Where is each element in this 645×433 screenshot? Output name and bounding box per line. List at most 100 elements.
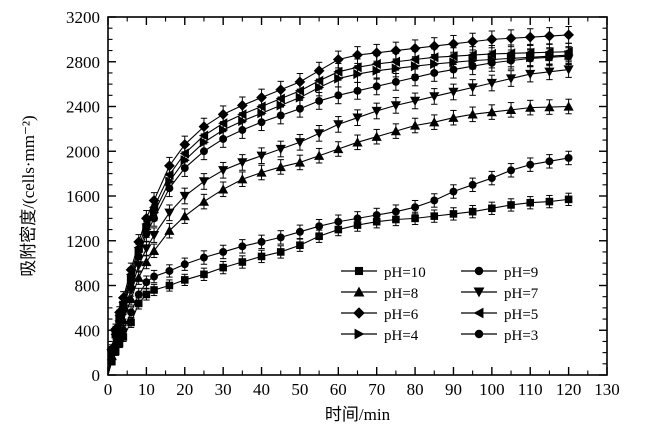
- data-point-marker: [486, 78, 497, 89]
- data-point-marker: [314, 129, 325, 139]
- legend-item-pH-7[interactable]: pH=7: [461, 286, 539, 302]
- data-point-marker: [473, 287, 485, 298]
- data-point-marker: [486, 107, 497, 117]
- data-point-marker: [473, 307, 484, 319]
- data-point-marker: [468, 180, 477, 189]
- y-tick-label: 3200: [66, 8, 100, 27]
- data-point-marker: [507, 56, 515, 65]
- data-point-marker: [165, 281, 174, 290]
- data-point-marker: [390, 126, 401, 136]
- data-point-marker: [219, 263, 227, 272]
- data-point-marker: [371, 106, 382, 117]
- data-point-marker: [410, 96, 421, 106]
- legend-item-pH-10[interactable]: pH=10: [341, 265, 426, 281]
- data-point-marker: [430, 212, 439, 220]
- data-point-marker: [200, 270, 208, 279]
- data-point-marker: [219, 247, 228, 256]
- y-tick-label: 1600: [66, 187, 100, 206]
- data-point-marker: [198, 121, 210, 133]
- data-point-marker: [526, 160, 535, 169]
- data-point-marker: [392, 215, 400, 224]
- data-point-marker: [275, 144, 286, 155]
- data-point-marker: [276, 233, 285, 242]
- data-point-marker: [218, 166, 229, 176]
- data-point-marker: [411, 73, 420, 82]
- data-point-marker: [544, 30, 555, 42]
- data-point-marker: [115, 316, 124, 325]
- data-point-marker: [134, 299, 143, 308]
- data-point-marker: [544, 67, 555, 77]
- x-tick-label: 120: [556, 380, 582, 399]
- x-tick-label: 50: [291, 380, 308, 399]
- data-point-marker: [448, 38, 459, 50]
- data-point-marker: [256, 151, 267, 161]
- data-point-marker: [391, 207, 400, 216]
- data-point-marker: [164, 225, 175, 235]
- data-point-marker: [333, 120, 344, 130]
- legend-item-pH-9[interactable]: pH=9: [461, 265, 538, 281]
- data-point-marker: [238, 126, 247, 134]
- data-point-marker: [133, 272, 144, 282]
- data-point-marker: [238, 258, 247, 266]
- legend-label: pH=10: [384, 265, 426, 281]
- y-tick-label: 2800: [66, 53, 100, 72]
- data-point-marker: [448, 112, 459, 122]
- data-point-marker: [150, 286, 158, 294]
- series-pH-8: [106, 98, 574, 376]
- data-point-marker: [390, 101, 401, 111]
- y-tick-label: 2400: [66, 98, 100, 117]
- data-point-marker: [474, 266, 484, 276]
- data-point-marker: [165, 267, 174, 275]
- data-point-marker: [198, 177, 210, 187]
- legend-item-pH-6[interactable]: pH=6: [341, 307, 419, 323]
- data-point-marker: [564, 154, 573, 162]
- data-point-marker: [430, 196, 439, 205]
- legend-item-pH-5[interactable]: pH=5: [461, 307, 538, 323]
- data-point-marker: [429, 117, 440, 127]
- data-point-marker: [127, 308, 135, 317]
- data-point-marker: [429, 92, 440, 102]
- data-point-marker: [134, 290, 143, 299]
- data-point-marker: [505, 32, 517, 44]
- data-point-marker: [448, 87, 459, 98]
- legend-label: pH=6: [384, 307, 419, 323]
- data-point-marker: [148, 245, 160, 255]
- data-point-marker: [487, 174, 496, 183]
- data-point-marker: [294, 157, 305, 167]
- data-point-marker: [180, 260, 189, 269]
- data-point-marker: [198, 196, 210, 206]
- legend-label: pH=3: [504, 328, 538, 344]
- data-point-marker: [275, 161, 286, 172]
- data-point-marker: [468, 62, 477, 71]
- data-point-marker: [354, 328, 365, 340]
- data-point-marker: [276, 100, 286, 111]
- data-point-marker: [237, 174, 248, 184]
- data-point-marker: [142, 230, 151, 238]
- legend-item-pH-3[interactable]: pH=3: [461, 328, 538, 344]
- data-point-marker: [313, 65, 325, 77]
- data-point-marker: [563, 101, 574, 111]
- data-point-marker: [449, 65, 458, 74]
- data-point-marker: [352, 113, 363, 123]
- data-point-marker: [150, 214, 159, 223]
- data-point-marker: [334, 217, 343, 226]
- data-point-marker: [353, 307, 365, 319]
- data-point-marker: [295, 227, 304, 236]
- data-point-marker: [236, 100, 248, 111]
- y-tick-label: 0: [92, 366, 101, 385]
- y-tick-label: 2000: [66, 142, 100, 161]
- data-point-marker: [333, 143, 344, 154]
- data-point-marker: [238, 242, 247, 251]
- x-tick-label: 70: [368, 380, 385, 399]
- legend: pH=10 pH=9 pH=8 pH=7 pH=6 pH=5 pH=4 pH=3: [341, 265, 539, 344]
- data-point-marker: [275, 84, 287, 96]
- x-tick-label: 60: [330, 380, 347, 399]
- series-layer: [106, 26, 574, 376]
- data-point-marker: [507, 166, 515, 175]
- data-point-marker: [488, 204, 496, 213]
- data-point-marker: [141, 256, 152, 267]
- legend-item-pH-8[interactable]: pH=8: [341, 286, 418, 302]
- legend-item-pH-4[interactable]: pH=4: [341, 328, 419, 344]
- data-point-marker: [295, 104, 304, 113]
- data-point-marker: [391, 77, 400, 86]
